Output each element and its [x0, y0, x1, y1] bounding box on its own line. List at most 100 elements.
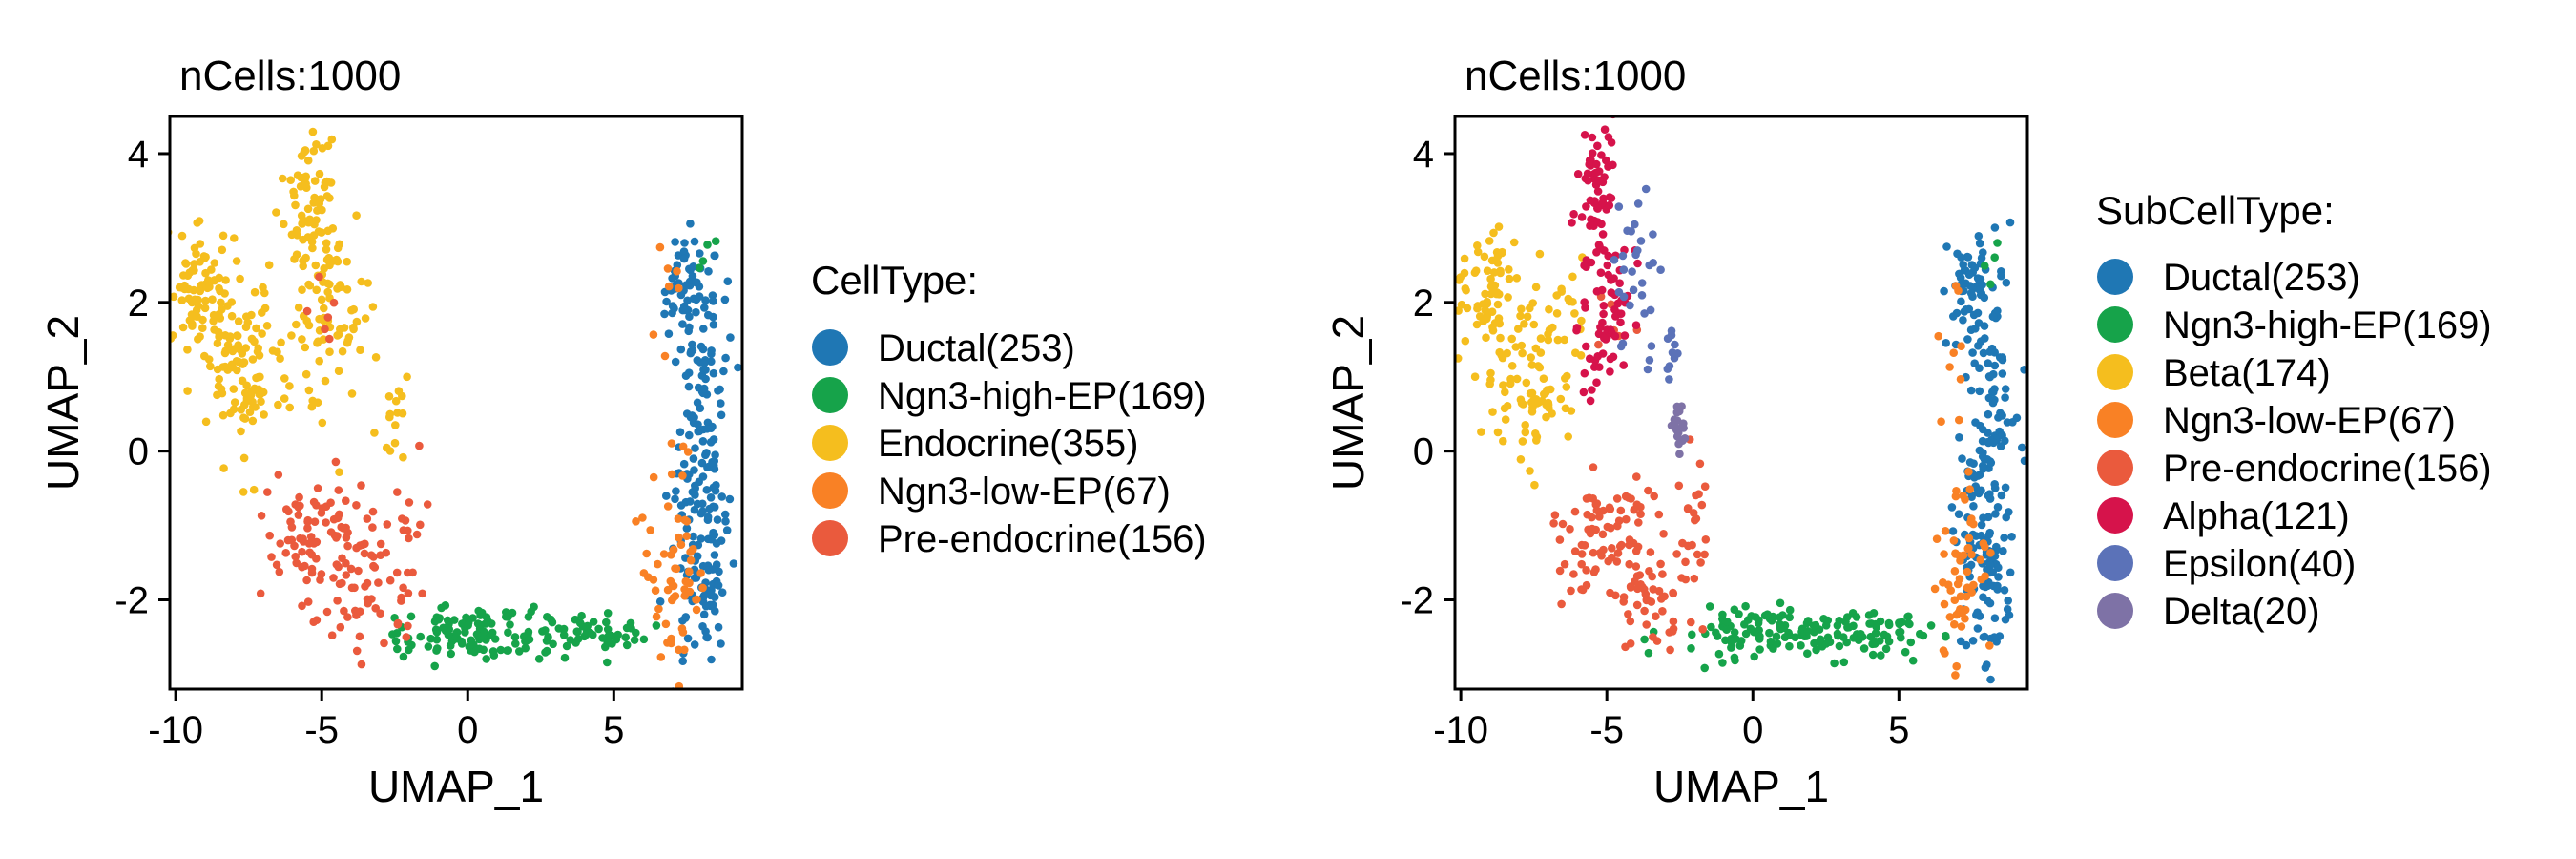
scatter-point [1654, 510, 1664, 519]
series-endocrine [170, 116, 411, 496]
scatter-point [300, 148, 309, 157]
scatter-point [649, 330, 658, 339]
scatter-point [1864, 611, 1874, 619]
scatter-point [295, 492, 303, 502]
scatter-point [1964, 468, 1973, 476]
scatter-point [1593, 203, 1602, 213]
scatter-point [338, 554, 346, 563]
legend-swatch [2097, 306, 2133, 343]
scatter-point [1587, 215, 1595, 224]
scatter-point [1640, 606, 1649, 616]
scatter-point [190, 295, 199, 304]
scatter-point [1621, 642, 1630, 652]
scatter-point [322, 245, 331, 254]
legend-swatch [812, 377, 848, 413]
scatter-point [1656, 559, 1665, 569]
scatter-point [1881, 644, 1891, 654]
scatter-point [302, 306, 312, 316]
scatter-point [217, 298, 225, 307]
scatter-point [1593, 352, 1602, 361]
scatter-point [679, 247, 689, 256]
scatter-point [309, 231, 319, 240]
scatter-point [404, 621, 412, 631]
scatter-point [1973, 624, 1983, 633]
legend-label: Ductal(253) [878, 327, 1075, 369]
scatter-point [698, 583, 707, 593]
scatter-point [1755, 635, 1764, 643]
scatter-point [1956, 605, 1964, 614]
x-axis-label: UMAP_1 [1653, 762, 1829, 811]
scatter-point [340, 606, 348, 616]
scatter-point [560, 653, 570, 662]
scatter-point [481, 619, 490, 628]
scatter-point [1636, 510, 1645, 518]
scatter-point [1578, 585, 1588, 595]
scatter-point [357, 481, 365, 490]
scatter-point [298, 220, 307, 228]
scatter-point [1932, 534, 1942, 543]
scatter-point [313, 484, 322, 492]
scatter-point [1999, 547, 2007, 555]
scatter-point [1616, 342, 1626, 351]
scatter-point [676, 540, 686, 549]
scatter-point [391, 637, 401, 646]
scatter-point [1990, 385, 1999, 393]
scatter-point [1544, 398, 1553, 408]
scatter-point [1697, 500, 1707, 510]
series-ngn3-high-ep [388, 237, 720, 671]
scatter-point [342, 571, 351, 579]
scatter-point [542, 646, 551, 656]
scatter-point [1567, 586, 1575, 596]
scatter-point [1975, 276, 1984, 284]
scatter-point [566, 636, 575, 644]
scatter-point [1600, 246, 1609, 255]
scatter-point [177, 231, 187, 241]
scatter-point [549, 639, 557, 649]
scatter-point [250, 384, 260, 393]
scatter-point [363, 595, 372, 604]
scatter-point [1871, 629, 1880, 638]
scatter-point [325, 347, 334, 357]
scatter-point [725, 494, 735, 504]
scatter-point [686, 548, 695, 556]
scatter-point [385, 576, 395, 585]
scatter-point [1979, 539, 1988, 548]
scatter-point [260, 410, 268, 419]
scatter-point [1581, 304, 1589, 312]
scatter-point [655, 597, 665, 606]
scatter-point [1516, 395, 1526, 405]
scatter-point [1532, 436, 1541, 445]
scatter-point [1584, 176, 1592, 185]
scatter-point [1423, 254, 1432, 262]
scatter-point [1839, 658, 1849, 667]
scatter-point [1499, 381, 1507, 389]
scatter-point [1619, 361, 1628, 369]
scatter-point [706, 493, 716, 502]
scatter-point [1649, 230, 1657, 239]
scatter-point [230, 398, 239, 407]
scatter-point [403, 372, 411, 382]
scatter-point [391, 421, 400, 430]
scatter-point [196, 240, 205, 248]
scatter-point [1718, 610, 1727, 619]
scatter-point [1677, 574, 1686, 582]
scatter-point [681, 576, 691, 586]
scatter-point [1945, 613, 1955, 621]
scatter-point [214, 382, 223, 390]
scatter-point [1544, 335, 1553, 345]
scatter-point [385, 409, 395, 419]
scatter-point [322, 192, 332, 200]
scatter-point [1993, 503, 2003, 512]
scatter-point [1977, 486, 1985, 495]
scatter-point [315, 169, 324, 178]
scatter-point [1977, 337, 1985, 346]
scatter-point [712, 481, 720, 490]
scatter-point [334, 486, 343, 494]
scatter-point [1527, 353, 1535, 362]
scatter-point [215, 374, 223, 384]
scatter-point [307, 402, 317, 411]
scatter-point [1460, 254, 1469, 263]
scatter-point [1560, 335, 1568, 345]
scatter-point [304, 386, 314, 395]
scatter-point [2001, 393, 2009, 402]
